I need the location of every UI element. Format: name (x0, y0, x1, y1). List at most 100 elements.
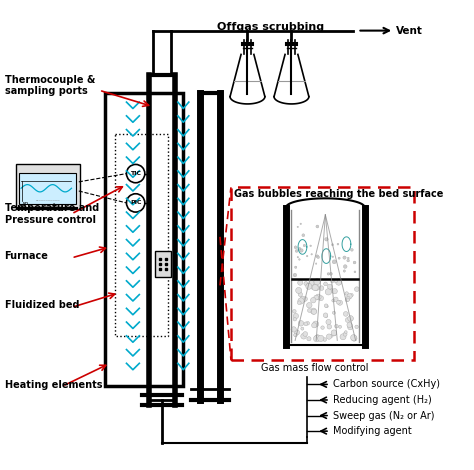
Circle shape (316, 225, 319, 228)
Circle shape (311, 253, 312, 255)
Circle shape (335, 324, 338, 328)
Circle shape (306, 321, 310, 325)
Circle shape (315, 263, 317, 264)
Text: TIC: TIC (130, 171, 141, 176)
Circle shape (298, 298, 304, 304)
Circle shape (334, 280, 337, 283)
Circle shape (331, 280, 334, 283)
FancyBboxPatch shape (16, 164, 80, 209)
Circle shape (348, 315, 353, 321)
Circle shape (303, 297, 308, 301)
Circle shape (326, 305, 328, 308)
Circle shape (295, 250, 298, 252)
Circle shape (298, 280, 303, 285)
Circle shape (351, 336, 357, 341)
Circle shape (314, 295, 319, 300)
Circle shape (343, 332, 347, 336)
Circle shape (313, 336, 320, 342)
Circle shape (347, 322, 352, 328)
Circle shape (296, 288, 302, 293)
Circle shape (302, 234, 305, 237)
Circle shape (301, 327, 304, 330)
Circle shape (294, 246, 297, 249)
Circle shape (336, 279, 342, 285)
Circle shape (350, 293, 353, 297)
Circle shape (326, 320, 331, 325)
Circle shape (127, 164, 145, 183)
Text: PIC: PIC (130, 200, 141, 205)
Circle shape (331, 330, 337, 336)
Circle shape (349, 317, 353, 321)
Circle shape (294, 330, 300, 335)
Circle shape (327, 334, 332, 339)
Circle shape (343, 265, 347, 268)
Circle shape (353, 261, 356, 264)
Circle shape (293, 273, 297, 277)
Circle shape (337, 300, 343, 306)
Text: Reducing agent (H₂): Reducing agent (H₂) (333, 395, 431, 405)
Circle shape (317, 256, 319, 258)
Circle shape (298, 321, 304, 326)
Circle shape (319, 296, 323, 301)
Text: Gas bubbles reaching the bed surface: Gas bubbles reaching the bed surface (234, 189, 443, 199)
Circle shape (354, 271, 356, 273)
Circle shape (307, 337, 311, 341)
Circle shape (304, 282, 308, 285)
Circle shape (298, 301, 301, 305)
Circle shape (332, 289, 337, 294)
Circle shape (329, 272, 332, 275)
Circle shape (299, 258, 300, 260)
Circle shape (345, 298, 348, 302)
Circle shape (338, 257, 340, 259)
Circle shape (307, 303, 312, 308)
Circle shape (323, 338, 327, 341)
Circle shape (340, 334, 346, 340)
Circle shape (321, 326, 324, 329)
Circle shape (318, 335, 324, 342)
Circle shape (311, 309, 317, 314)
Circle shape (324, 282, 328, 286)
Circle shape (316, 255, 319, 258)
Circle shape (312, 284, 318, 290)
Circle shape (347, 325, 353, 330)
Circle shape (310, 284, 316, 289)
Circle shape (306, 283, 312, 290)
Text: Gas mass flow control: Gas mass flow control (261, 363, 369, 373)
Circle shape (350, 249, 353, 251)
Circle shape (355, 325, 358, 329)
Circle shape (345, 331, 347, 334)
Circle shape (303, 244, 306, 247)
Circle shape (293, 318, 297, 321)
Circle shape (334, 297, 338, 302)
Circle shape (300, 223, 301, 225)
Circle shape (306, 283, 310, 287)
Circle shape (351, 335, 356, 341)
Circle shape (337, 300, 340, 304)
Text: Modifying agent: Modifying agent (333, 426, 411, 436)
Text: Carbon source (CxHy): Carbon source (CxHy) (333, 379, 440, 390)
Circle shape (343, 312, 348, 316)
Circle shape (323, 313, 328, 317)
Circle shape (301, 333, 307, 339)
Circle shape (315, 294, 321, 300)
Circle shape (310, 245, 311, 247)
Circle shape (292, 310, 296, 313)
Text: ______________: ______________ (36, 197, 60, 202)
Circle shape (310, 298, 316, 303)
Circle shape (306, 255, 308, 257)
FancyBboxPatch shape (19, 172, 76, 204)
Circle shape (343, 270, 346, 272)
Text: ΔP: ΔP (22, 202, 29, 207)
Text: ______________: ______________ (33, 204, 63, 208)
Circle shape (337, 243, 339, 245)
Circle shape (327, 324, 332, 329)
Circle shape (332, 256, 334, 258)
Circle shape (338, 325, 342, 328)
Circle shape (346, 296, 350, 300)
Text: Heating elements: Heating elements (5, 380, 102, 390)
Circle shape (330, 289, 333, 292)
Circle shape (315, 335, 320, 340)
Circle shape (347, 259, 349, 262)
Circle shape (314, 279, 320, 285)
Circle shape (343, 256, 346, 259)
